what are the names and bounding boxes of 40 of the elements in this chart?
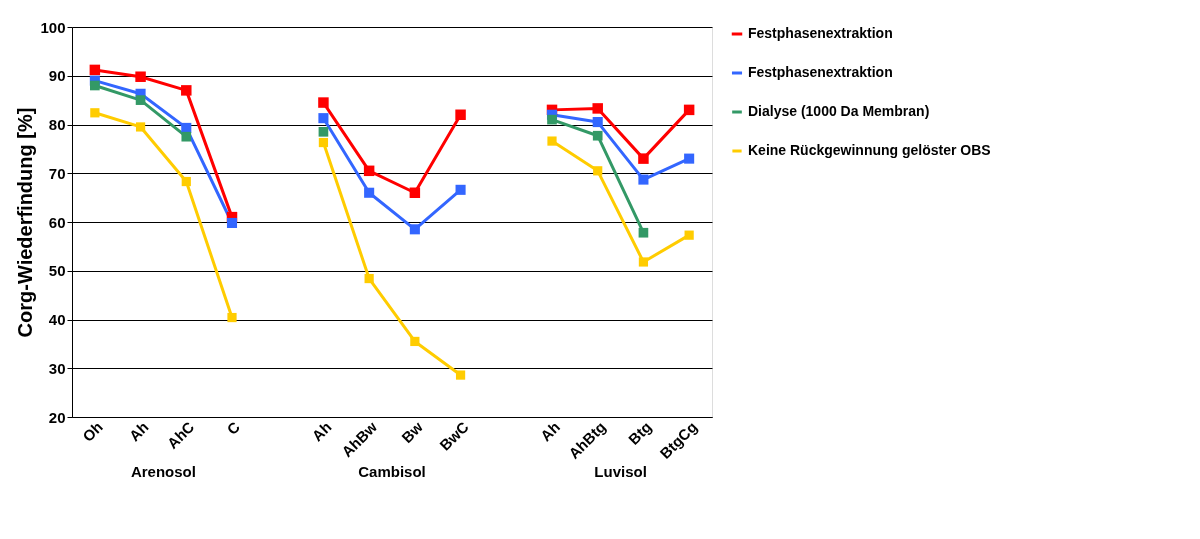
y-tick-label: 80 [48, 116, 66, 133]
x-tick-label: Ah [308, 418, 335, 445]
point [135, 122, 146, 132]
legend-label: Dialyse (1000 Da Membran) [748, 103, 930, 119]
point [227, 312, 237, 323]
y-tick-label: 100 [40, 18, 66, 36]
text: Luvisol [594, 463, 647, 480]
point [135, 95, 146, 105]
x-tick-label: C [223, 417, 244, 438]
point [592, 130, 603, 141]
x-tick-label: Ah [125, 418, 152, 445]
text: Arenosol [130, 463, 196, 480]
point [592, 117, 603, 128]
legend-label: Keine Rückgewinnung gelöster OBS [748, 142, 991, 158]
legend-label: Festphasenextraktion [748, 25, 893, 41]
point [90, 108, 100, 118]
y-tick-label: 40 [48, 311, 66, 328]
point [181, 131, 192, 142]
point [547, 114, 557, 125]
y-tick-label: 50 [48, 262, 66, 280]
x-tick-label: Oh [79, 418, 106, 445]
point [135, 71, 146, 82]
point [226, 217, 238, 229]
point [181, 85, 192, 96]
y-tick-label: 20 [48, 408, 66, 426]
text: Cambisol [358, 463, 426, 480]
y-tick-label: 60 [48, 213, 66, 231]
y-tick-label: 90 [48, 67, 66, 85]
x-tick-label: Btg [624, 418, 655, 448]
point [592, 103, 603, 114]
point [90, 80, 100, 91]
point [683, 104, 695, 116]
x-tick-label: Bw [398, 417, 427, 447]
legend-label: Festphasenextraktion [748, 64, 893, 80]
y-tick-label: 30 [48, 359, 66, 377]
y-tick-label: 70 [48, 164, 66, 182]
y-axis-title: Corg-Wiederfindung [%] [14, 107, 37, 338]
point [89, 64, 101, 76]
x-tick-label: Ah [536, 418, 564, 445]
point [181, 176, 191, 187]
